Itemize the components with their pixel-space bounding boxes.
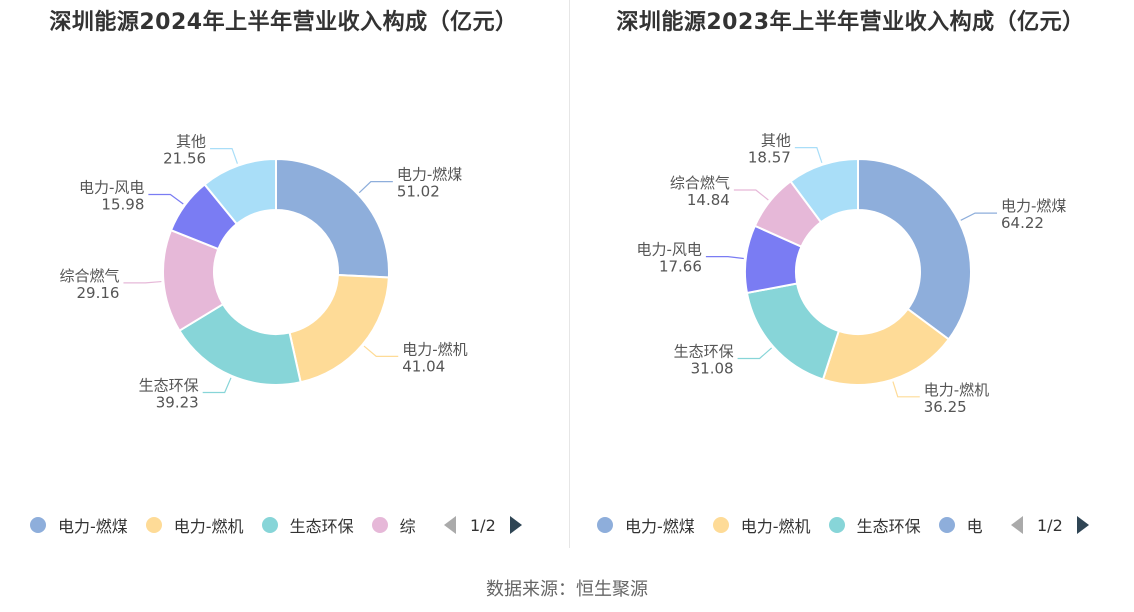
legend-prev-page-icon[interactable]	[1011, 516, 1023, 534]
chart-panel-2023: 深圳能源2023年上半年营业收入构成（亿元） 电力-燃煤 64.22 电力-燃机 36…	[567, 0, 1134, 560]
slice-value-label: 21.56	[163, 150, 206, 168]
leader-line	[358, 181, 393, 194]
leader-line	[960, 212, 998, 221]
legend-item[interactable]: 电	[938, 513, 983, 537]
slice-name-label: 其他	[176, 133, 206, 151]
slice-value-label: 41.04	[402, 357, 445, 375]
legend-label: 电力-燃机	[173, 517, 244, 536]
slice-电力-燃煤[interactable]	[857, 157, 972, 341]
slice-name-label: 电力-风电	[79, 179, 144, 197]
slice-value-label: 14.84	[687, 191, 730, 209]
legend-pager: 1/2	[444, 516, 522, 535]
slice-name-label: 电力-燃煤	[397, 166, 462, 184]
legend-item[interactable]: 生态环保	[828, 513, 921, 537]
legend-swatch	[30, 517, 46, 533]
slice-name-label: 其他	[761, 132, 791, 150]
slice-生态环保[interactable]	[745, 282, 841, 381]
slice-name-label: 生态环保	[674, 342, 734, 360]
chart-legend: 电力-燃煤 电力-燃机 生态环保 电 1/2	[597, 512, 1117, 538]
legend-items: 电力-燃煤 电力-燃机 生态环保 电	[597, 513, 997, 537]
slice-value-label: 39.23	[156, 394, 199, 412]
leader-line	[363, 345, 399, 357]
legend-label: 综	[399, 517, 416, 536]
slice-name-label: 生态环保	[139, 377, 199, 395]
data-source: 数据来源：恒生聚源	[486, 579, 648, 600]
legend-swatch	[371, 517, 388, 533]
slice-name-label: 综合燃气	[59, 267, 119, 285]
legend-label: 生态环保	[289, 517, 354, 536]
slice-value-label: 18.57	[748, 149, 791, 167]
slice-name-label: 电力-燃煤	[1001, 197, 1066, 215]
legend-page-indicator: 1/2	[470, 515, 496, 535]
legend-items: 电力-燃煤 电力-燃机 生态环保 综	[30, 513, 430, 537]
legend-item[interactable]: 电力-燃机	[712, 513, 811, 537]
leader-line	[202, 377, 232, 394]
slice-name-label: 电力-燃机	[924, 381, 989, 399]
leader-line	[705, 256, 744, 260]
slice-name-label: 电力-风电	[636, 241, 701, 259]
legend-label: 电力-燃煤	[625, 517, 695, 536]
leader-line	[892, 381, 920, 398]
slice-value-label: 64.22	[1001, 214, 1044, 232]
legend-item[interactable]: 电力-燃煤	[597, 513, 695, 537]
leader-line	[123, 280, 162, 284]
legend-next-page-icon[interactable]	[1076, 516, 1089, 534]
legend-page-indicator: 1/2	[1037, 515, 1063, 535]
leader-line	[737, 347, 773, 360]
slice-电力-燃煤[interactable]	[275, 157, 390, 279]
legend-label: 电力-燃煤	[58, 517, 128, 536]
slice-其他[interactable]	[203, 157, 277, 226]
leader-line	[210, 147, 238, 164]
slice-value-label: 15.98	[101, 196, 144, 214]
legend-item[interactable]: 综	[371, 513, 416, 537]
legend-item[interactable]: 电力-燃机	[145, 513, 244, 537]
legend-swatch	[828, 517, 845, 533]
chart-panel-2024: 深圳能源2024年上半年营业收入构成（亿元） 电力-燃煤 51.02 电力-燃机 41…	[0, 0, 567, 560]
legend-label: 电	[966, 517, 983, 536]
slice-name-label: 综合燃气	[670, 174, 730, 192]
legend-label: 生态环保	[856, 517, 921, 536]
legend-next-page-icon[interactable]	[509, 516, 522, 534]
leader-line	[794, 147, 823, 164]
legend-swatch	[145, 517, 162, 533]
panel-divider	[569, 0, 570, 548]
chart-title: 深圳能源2024年上半年营业收入构成（亿元）	[49, 10, 518, 35]
slice-value-label: 29.16	[77, 284, 120, 302]
slice-其他[interactable]	[789, 157, 859, 224]
slice-name-label: 电力-燃机	[402, 340, 467, 358]
legend-prev-page-icon[interactable]	[444, 516, 456, 534]
slice-value-label: 17.66	[659, 258, 702, 276]
slice-value-label: 51.02	[397, 183, 440, 201]
legend-item[interactable]: 电力-燃煤	[30, 513, 128, 537]
legend-label: 电力-燃机	[740, 517, 811, 536]
slice-value-label: 36.25	[924, 398, 967, 416]
leader-line	[148, 193, 184, 205]
legend-swatch	[261, 517, 278, 533]
leader-line	[733, 189, 769, 201]
legend-swatch	[712, 517, 729, 533]
legend-swatch	[597, 517, 613, 533]
legend-pager: 1/2	[1011, 516, 1089, 535]
chart-legend: 电力-燃煤 电力-燃机 生态环保 综 1/2	[30, 512, 550, 538]
slice-value-label: 31.08	[691, 359, 734, 377]
slice-电力-燃机[interactable]	[288, 273, 390, 384]
legend-swatch	[938, 517, 955, 533]
chart-title: 深圳能源2023年上半年营业收入构成（亿元）	[616, 10, 1085, 35]
legend-item[interactable]: 生态环保	[261, 513, 354, 537]
